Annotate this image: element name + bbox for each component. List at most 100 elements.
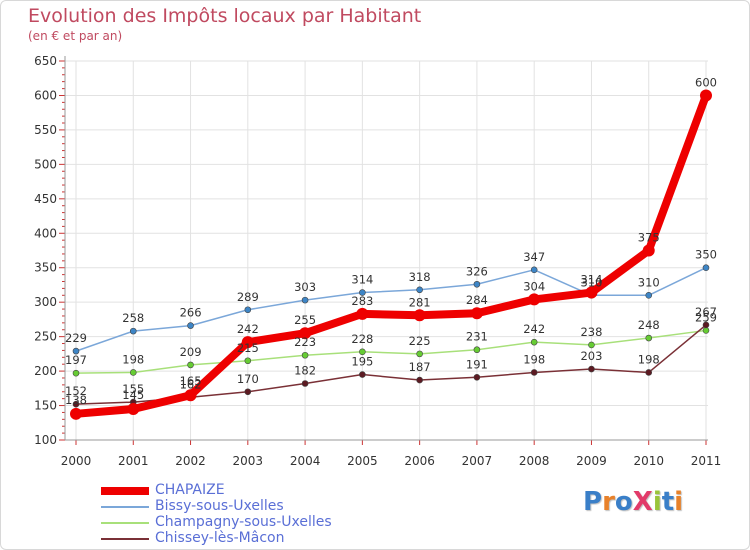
data-label-s1: 347 — [523, 250, 545, 264]
series-point-0 — [241, 336, 254, 349]
x-tick-label: 2003 — [233, 454, 264, 468]
legend-swatch-champagny — [101, 522, 149, 524]
data-label-s0: 375 — [638, 231, 660, 245]
series-point-2 — [72, 369, 80, 377]
data-label-s1: 314 — [351, 273, 373, 287]
series-point-1 — [473, 280, 481, 288]
series-line-0 — [72, 91, 710, 418]
data-label-s0: 165 — [180, 374, 202, 388]
data-label-s3: 155 — [122, 382, 144, 396]
legend-label-chissey: Chissey-lès-Mâcon — [155, 530, 285, 546]
y-tick-label: 100 — [34, 433, 57, 447]
data-label-s2: 231 — [466, 330, 488, 344]
data-label-s1: 266 — [180, 306, 202, 320]
x-tick-label: 2000 — [61, 454, 92, 468]
series-point-3 — [301, 380, 309, 387]
x-axis-ticks: 2000 2001 2002 2003 2004 2005 2006 2007 2008 2009… — [61, 454, 722, 468]
data-label-s0: 314 — [580, 273, 602, 287]
series-point-0 — [700, 89, 712, 102]
x-tick-label: 2002 — [175, 454, 206, 468]
series-point-0 — [70, 407, 82, 420]
data-label-s2: 228 — [351, 332, 373, 346]
data-label-s1: 350 — [695, 248, 717, 262]
data-label-s3: 267 — [695, 305, 717, 319]
data-label-s2: 242 — [523, 322, 545, 336]
series-point-0 — [184, 389, 197, 402]
logo-letter: X — [632, 487, 653, 517]
series-point-0 — [470, 307, 483, 320]
y-tick-label: 350 — [34, 261, 57, 275]
series-point-2 — [473, 346, 481, 354]
series-point-3 — [244, 388, 252, 396]
x-tick-label: 2007 — [462, 454, 493, 468]
data-label-s3: 152 — [65, 384, 87, 398]
data-label-s3: 198 — [523, 352, 545, 366]
data-label-s2: 259 — [695, 310, 717, 324]
y-tick-label: 600 — [34, 88, 57, 102]
series-line-1 — [75, 266, 707, 352]
legend-swatch-bissy — [101, 506, 149, 508]
data-label-s3: 195 — [351, 355, 373, 369]
series-point-1 — [702, 264, 710, 272]
legend-swatch-chissey — [101, 538, 149, 540]
data-label-s0: 255 — [294, 313, 316, 327]
series-point-1 — [530, 266, 538, 274]
series-point-3 — [416, 376, 423, 384]
data-labels: 138 145 165 242 255 283 281 284 304 314 375 600 229 2… — [65, 75, 717, 406]
logo-letter: i — [674, 487, 684, 517]
data-label-s1: 303 — [294, 280, 316, 294]
series-point-0 — [585, 286, 598, 299]
data-label-s1: 289 — [237, 290, 259, 304]
series-point-2 — [702, 327, 710, 334]
logo-letter: i — [652, 487, 662, 517]
series-point-3 — [473, 373, 481, 381]
series-point-2 — [588, 341, 595, 349]
data-label-s0: 145 — [122, 388, 144, 402]
data-label-s2: 223 — [294, 335, 316, 349]
series-point-0 — [299, 327, 312, 340]
y-tick-label: 200 — [34, 364, 57, 378]
legend-label-champagny: Champagny-sous-Uxelles — [155, 514, 332, 530]
data-label-s0: 600 — [695, 75, 717, 89]
logo-letter: t — [661, 487, 675, 517]
y-tick-label: 300 — [34, 295, 57, 309]
series-point-2 — [530, 338, 538, 346]
data-label-s1: 258 — [122, 311, 144, 325]
data-label-s2: 215 — [237, 341, 259, 355]
data-label-s3: 162 — [180, 377, 202, 391]
data-label-s3: 170 — [237, 372, 259, 386]
series-point-3 — [359, 371, 366, 378]
legend-swatch-chapaize — [101, 487, 149, 495]
data-label-s2: 238 — [580, 325, 602, 339]
data-label-s2: 198 — [122, 352, 144, 366]
grid — [65, 60, 708, 441]
data-label-s1: 318 — [409, 270, 431, 284]
data-label-s0: 138 — [65, 393, 87, 407]
series-point-1 — [645, 291, 653, 299]
series-point-2 — [359, 348, 366, 356]
series-point-0 — [413, 309, 426, 322]
series-point-0 — [356, 307, 369, 320]
data-label-s3: 203 — [580, 349, 602, 363]
data-label-s2: 248 — [638, 318, 660, 332]
series-point-2 — [301, 351, 309, 359]
series-point-3 — [530, 369, 538, 376]
data-label-s3: 198 — [638, 352, 660, 366]
series-point-1 — [187, 322, 194, 329]
y-tick-label: 500 — [34, 157, 57, 171]
series-point-1 — [359, 289, 366, 296]
data-label-s1: 229 — [65, 331, 87, 345]
data-label-s2: 209 — [180, 345, 202, 359]
x-tick-label: 2008 — [519, 454, 550, 468]
series-point-3 — [588, 365, 595, 373]
data-label-s1: 326 — [466, 264, 488, 278]
data-label-s3: 187 — [409, 360, 431, 374]
series-point-0 — [127, 402, 140, 415]
data-label-s3: 191 — [466, 357, 488, 371]
proxiti-logo: ProXiti — [583, 487, 683, 517]
series-point-1 — [244, 306, 252, 314]
data-label-s1: 310 — [638, 275, 660, 289]
legend-label-chapaize: CHAPAIZE — [155, 482, 225, 498]
